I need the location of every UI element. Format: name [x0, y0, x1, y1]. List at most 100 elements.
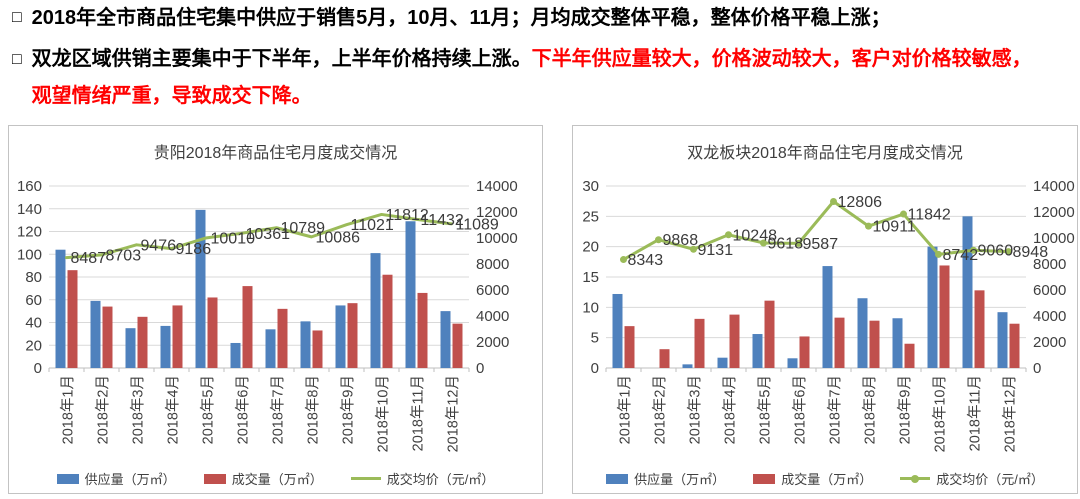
price-data-label: 11842: [908, 207, 951, 224]
price-data-label: 10911: [873, 219, 916, 236]
bar-deals: [694, 318, 705, 368]
bar-deals: [904, 343, 915, 368]
legend-label-supply: 供应量（万㎡）: [634, 472, 726, 487]
left-axis-tick-label: 0: [591, 360, 599, 377]
right-axis-tick-label: 10000: [476, 230, 518, 247]
price-data-label: 8487: [71, 250, 107, 267]
bar-deals: [277, 308, 288, 368]
legend-item-deals: 成交量（万㎡）: [203, 469, 323, 488]
price-data-label: 8742: [943, 247, 979, 264]
chart-plot-area: 0 5 10 15 20 25 30 0 2000 4000 6000 8000 10000 12000 1…: [582, 178, 1075, 452]
x-axis-category-label: 2018年8月: [305, 375, 322, 444]
right-axis-tick-label: 12000: [1033, 204, 1075, 221]
left-axis-tick-label: 140: [17, 201, 42, 218]
price-line-marker: [935, 250, 942, 258]
legend-swatch-deals: [203, 473, 226, 484]
legend-item-supply: 供应量（万㎡）: [56, 469, 176, 488]
price-line: [622, 200, 1010, 262]
legend-item-price: 成交均价（元/㎡）: [350, 469, 495, 488]
price-data-label: 10789: [281, 220, 326, 237]
chart-legend: 供应量（万㎡） 成交量（万㎡） 成交均价（元/㎡）: [9, 469, 542, 488]
price-data-label: 8948: [1013, 244, 1049, 261]
legend-item-price: 成交均价（元/㎡）: [900, 469, 1044, 488]
bar-supply: [717, 357, 728, 368]
price-data-label: 8343: [628, 252, 664, 269]
right-axis-tick-label: 4000: [1033, 308, 1066, 325]
bar-deals: [659, 349, 670, 368]
price-line-marker: [970, 246, 977, 254]
x-axis-category-label: 2018年10月: [932, 375, 949, 452]
left-axis-tick-label: 40: [25, 315, 42, 332]
bar-deals: [67, 270, 78, 368]
price-data-label: 12806: [838, 194, 883, 211]
x-axis-category-label: 2018年12月: [1002, 375, 1019, 452]
x-axis-category-label: 2018年5月: [200, 375, 217, 444]
left-axis-tick-label: 20: [25, 337, 42, 354]
right-axis-tick-label: 12000: [476, 204, 518, 221]
price-line-marker: [690, 245, 697, 253]
legend-swatch-price-line: [350, 477, 381, 480]
bullet-2-black-text: 双龙区域供销主要集中于下半年，上半年价格持续上涨。: [31, 48, 532, 70]
bar-deals: [869, 320, 880, 368]
price-data-label: 9868: [663, 232, 699, 249]
bullet-square-icon: □: [12, 51, 22, 68]
left-axis-tick-label: 10: [582, 299, 599, 316]
bar-supply: [300, 321, 311, 368]
x-axis-category-label: 2018年1月: [617, 375, 634, 444]
right-axis-tick-label: 0: [476, 360, 484, 377]
left-axis-tick-label: 25: [582, 208, 599, 225]
bar-supply: [682, 364, 693, 368]
bullet-item-1: □ 2018年全市商品住宅集中供应于销售5月，10月、11月；月均成交整体平稳，…: [12, 4, 1072, 32]
right-axis-tick-label: 2000: [1033, 334, 1066, 351]
x-axis-category-label: 2018年3月: [687, 375, 704, 444]
bullet-2-text: 双龙区域供销主要集中于下半年，上半年价格持续上涨。下半年供应量较大，价格波动较大…: [32, 41, 1032, 115]
price-line-marker: [1005, 248, 1012, 256]
x-axis-category-label: 2018年7月: [270, 375, 287, 444]
price-line-marker: [760, 239, 767, 247]
x-axis-category-label: 2018年3月: [130, 375, 147, 444]
bar-deals: [417, 292, 428, 368]
x-axis-category-label: 2018年9月: [897, 375, 914, 444]
legend-label-price: 成交均价（元/㎡）: [386, 472, 495, 487]
bullet-2-red-text-line2: 观望情绪严重，导致成交下降。: [31, 85, 312, 107]
bar-deals: [452, 323, 463, 368]
price-line-marker: [725, 231, 732, 239]
right-axis-tick-label: 2000: [476, 334, 509, 351]
price-data-label: 9186: [176, 241, 212, 258]
left-axis-tick-label: 80: [25, 269, 42, 286]
x-axis-category-label: 2018年11月: [967, 375, 984, 451]
bar-supply: [612, 293, 623, 368]
bar-deals: [102, 306, 113, 368]
bar-supply: [265, 329, 276, 368]
bar-deals: [382, 274, 393, 368]
bar-supply: [892, 318, 903, 368]
price-data-label: 11812: [386, 207, 429, 224]
price-data-label: 11432: [421, 212, 464, 229]
price-data-label: 9618: [768, 235, 804, 252]
x-axis-category-label: 2018年2月: [652, 375, 669, 444]
right-axis-tick-label: 6000: [476, 282, 509, 299]
x-axis-category-label: 2018年12月: [445, 375, 462, 452]
legend-label-deals: 成交量（万㎡）: [781, 472, 873, 487]
right-axis-tick-label: 0: [1033, 360, 1041, 377]
bar-deals: [137, 316, 148, 368]
bar-supply: [90, 300, 101, 368]
chart-legend: 供应量（万㎡） 成交量（万㎡） 成交均价（元/㎡）: [573, 469, 1077, 488]
bar-supply: [195, 209, 206, 368]
summary-bullets: □ 2018年全市商品住宅集中供应于销售5月，10月、11月；月均成交整体平稳，…: [12, 4, 1072, 115]
legend-item-deals: 成交量（万㎡）: [753, 469, 872, 488]
price-line-marker: [795, 239, 802, 247]
legend-label-deals: 成交量（万㎡）: [231, 472, 323, 487]
price-data-label: 10086: [316, 229, 361, 246]
left-axis-tick-label: 0: [34, 360, 42, 377]
right-axis-tick-label: 8000: [1033, 256, 1066, 273]
price-line-marker: [830, 198, 837, 206]
chart-guiyang-monthly-deals: 贵阳2018年商品住宅月度成交情况 0 20 40 60 80 100 120 140 160 0…: [8, 125, 543, 494]
x-axis-category-label: 2018年11月: [410, 375, 427, 451]
x-axis-category-label: 2018年4月: [722, 375, 739, 444]
right-axis-tick-label: 10000: [1033, 230, 1075, 247]
price-data-label: 9060: [978, 243, 1014, 260]
bullet-2-red-text-line1: 下半年供应量较大，价格波动较大，客户对价格较敏感，: [531, 48, 1032, 70]
bar-supply: [927, 246, 938, 368]
bullet-1-text: 2018年全市商品住宅集中供应于销售5月，10月、11月；月均成交整体平稳，整体…: [32, 4, 891, 32]
